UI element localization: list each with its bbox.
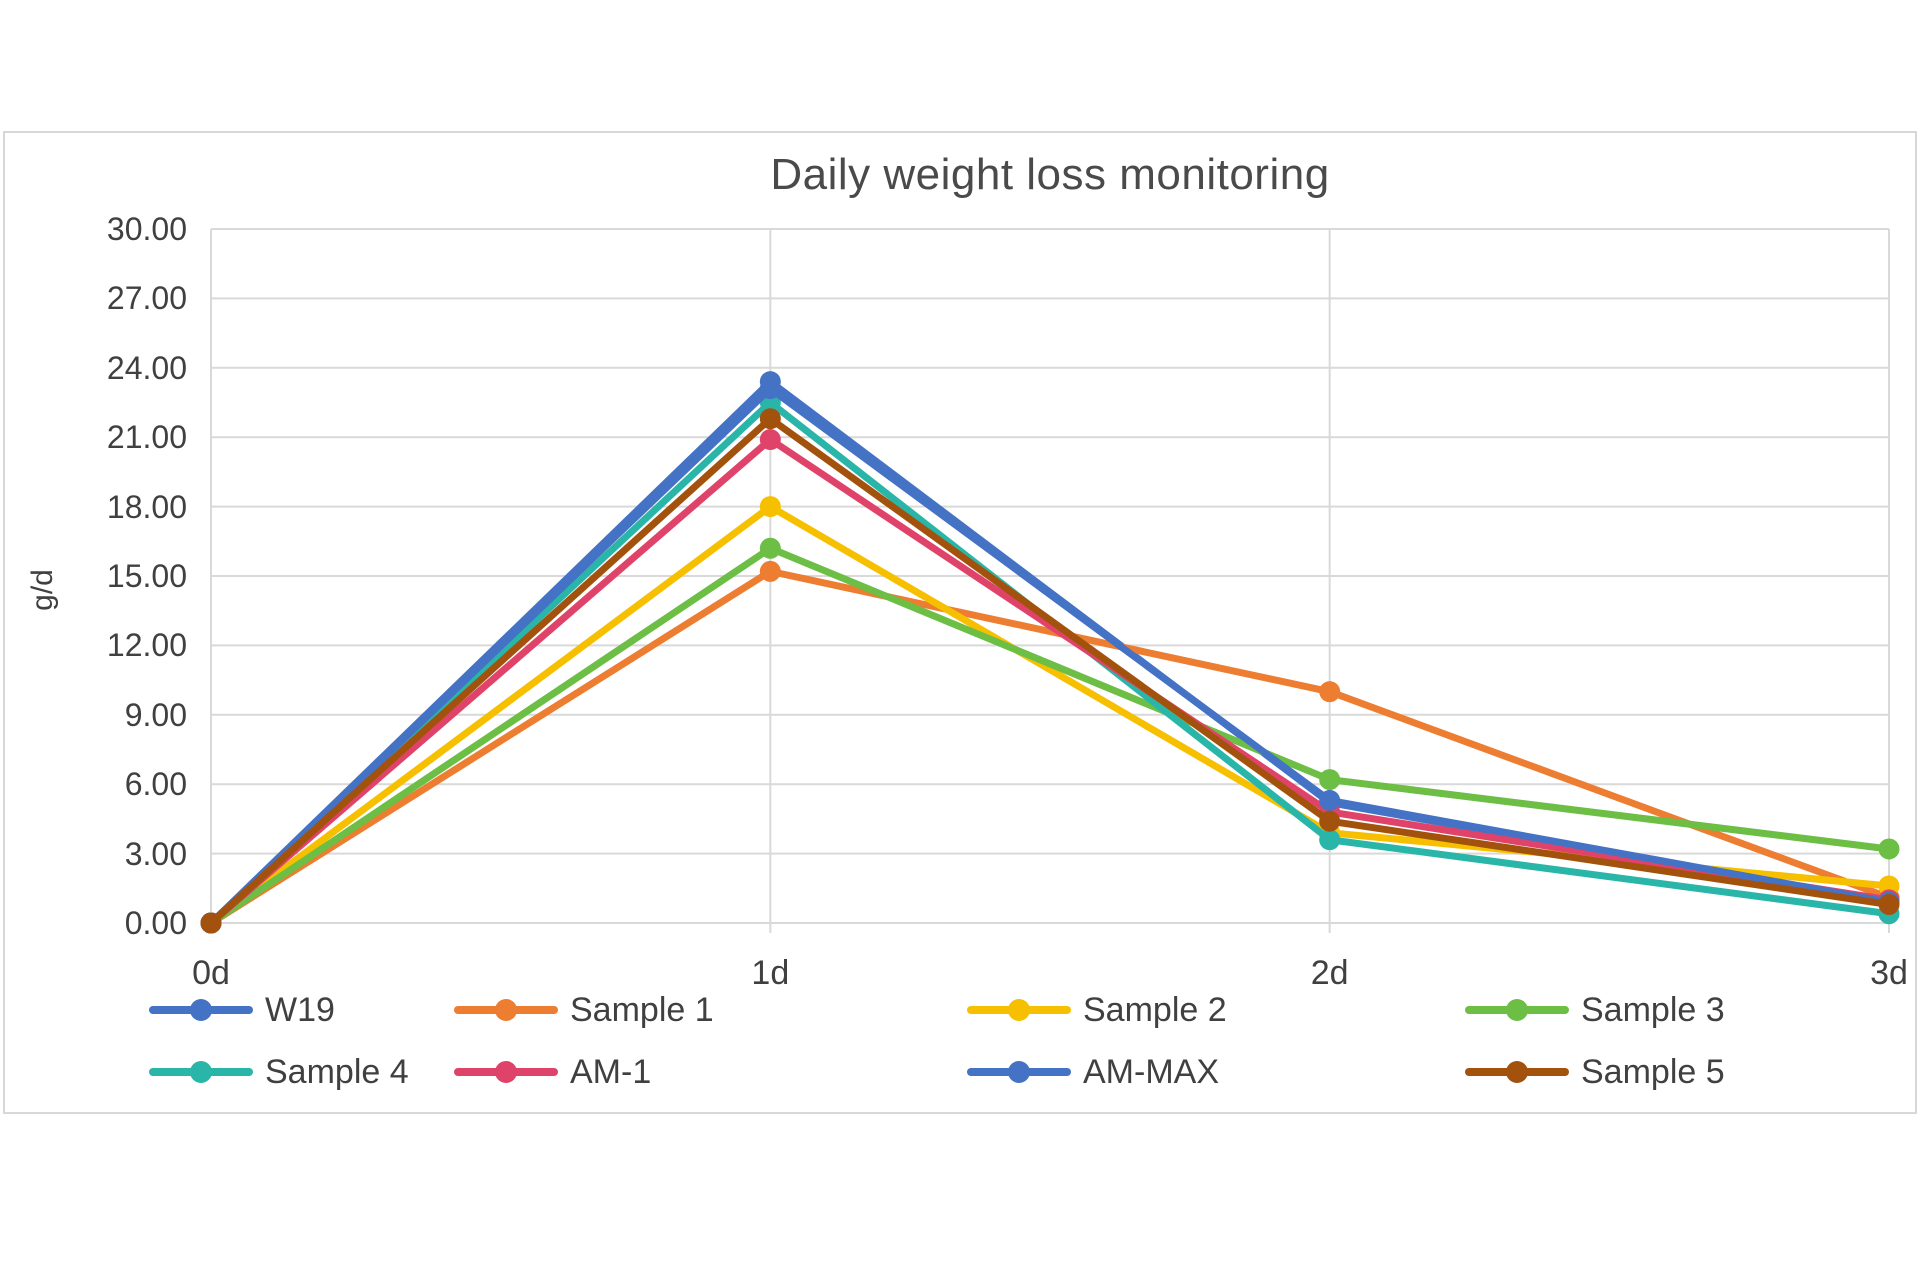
y-tick-label: 24.00: [106, 349, 187, 386]
series-marker-sample-3: [759, 537, 781, 559]
series-line-sample-3: [207, 544, 1893, 927]
x-tick-label: 1d: [751, 954, 790, 992]
legend-dot-icon: [1008, 1061, 1030, 1083]
series-marker-am-1: [759, 429, 781, 451]
series-marker-sample-5: [1878, 893, 1900, 915]
legend-swatch-icon: [967, 1052, 1071, 1092]
legend-item-am-max: AM-MAX: [967, 1052, 1219, 1092]
series-line-am-max: [207, 385, 1893, 927]
legend-dot-icon: [1506, 1061, 1528, 1083]
legend-swatch-icon: [454, 1052, 558, 1092]
legend-label: W19: [265, 991, 335, 1029]
y-tick-label: 9.00: [124, 696, 187, 733]
legend-item-sample-2: Sample 2: [967, 990, 1227, 1030]
legend-swatch-icon: [967, 990, 1071, 1030]
legend-swatch-icon: [454, 990, 558, 1030]
series-marker-sample-2: [759, 496, 781, 518]
legend-dot-icon: [190, 1061, 212, 1083]
legend-label: Sample 5: [1581, 1053, 1725, 1091]
legend-swatch-icon: [149, 990, 253, 1030]
y-tick-label: 18.00: [106, 488, 187, 525]
y-tick-label: 27.00: [106, 280, 187, 317]
series-line-sample-5: [207, 415, 1893, 927]
legend-swatch-icon: [149, 1052, 253, 1092]
series-marker-sample-5: [200, 912, 222, 934]
legend-dot-icon: [495, 999, 517, 1021]
legend-label: AM-1: [570, 1053, 652, 1091]
legend-label: Sample 2: [1083, 991, 1227, 1029]
series-marker-sample-5: [1319, 810, 1341, 832]
legend-label: Sample 4: [265, 1053, 409, 1091]
legend-dot-icon: [1008, 999, 1030, 1021]
legend-item-sample-4: Sample 4: [149, 1052, 409, 1092]
series-marker-am-max: [759, 378, 781, 400]
legend-dot-icon: [190, 999, 212, 1021]
legend-swatch-icon: [1465, 990, 1569, 1030]
series-marker-sample-1: [1319, 681, 1341, 703]
legend-item-sample-1: Sample 1: [454, 990, 714, 1030]
legend-swatch-icon: [1465, 1052, 1569, 1092]
series-marker-sample-5: [759, 408, 781, 430]
x-tick-label: 0d: [192, 954, 230, 992]
series-marker-sample-3: [1878, 838, 1900, 860]
series-marker-am-max: [1319, 789, 1341, 811]
y-tick-label: 21.00: [106, 419, 187, 456]
legend-item-sample-3: Sample 3: [1465, 990, 1725, 1030]
series-marker-sample-1: [759, 560, 781, 582]
y-tick-label: 3.00: [124, 835, 187, 872]
plot-area: [200, 228, 1900, 934]
legend-item-am-1: AM-1: [454, 1052, 651, 1092]
y-tick-label: 6.00: [124, 766, 187, 803]
legend-label: Sample 3: [1581, 991, 1725, 1029]
legend-item-sample-5: Sample 5: [1465, 1052, 1725, 1092]
x-tick-label: 3d: [1870, 954, 1908, 992]
legend-dot-icon: [495, 1061, 517, 1083]
series-line-sample-1: [207, 567, 1893, 927]
legend-label: Sample 1: [570, 991, 714, 1029]
legend-item-w19: W19: [149, 990, 335, 1030]
legend-label: AM-MAX: [1083, 1053, 1219, 1091]
series-line-am-1: [207, 436, 1893, 927]
y-tick-label: 0.00: [124, 905, 187, 941]
series-marker-sample-4: [1319, 829, 1341, 851]
series-line-w19: [207, 378, 1893, 927]
y-tick-label: 15.00: [106, 558, 187, 594]
x-tick-label: 2d: [1310, 954, 1349, 992]
chart-title: Daily weight loss monitoring: [770, 150, 1330, 199]
y-tick-label: 30.00: [106, 211, 187, 247]
chart-area: Daily weight loss monitoring g/d 30.00 27…: [3, 131, 1917, 1114]
y-tick-label: 12.00: [106, 627, 187, 664]
series-marker-sample-3: [1319, 769, 1341, 791]
legend-dot-icon: [1506, 999, 1528, 1021]
